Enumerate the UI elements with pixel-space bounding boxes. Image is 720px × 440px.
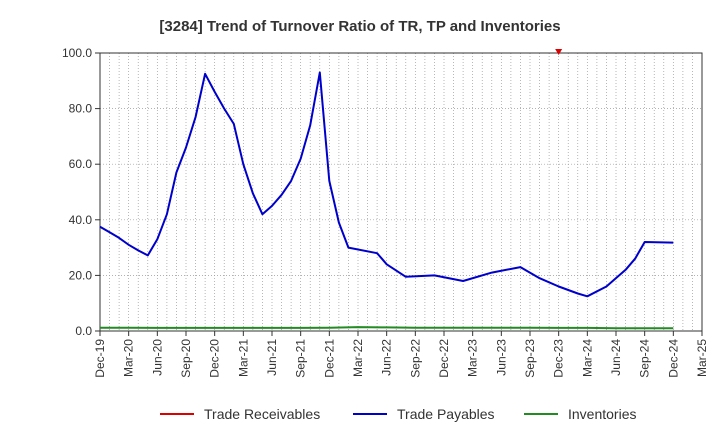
- x-tick-label: Mar-23: [466, 339, 480, 377]
- x-tick-label: Sep-21: [294, 339, 308, 378]
- x-axis: Dec-19 Mar-20 Jun-20 Sep-20 Dec-20 Mar-21 Jun-…: [93, 331, 709, 378]
- y-tick-label: 100.0: [62, 46, 92, 60]
- x-tick-label: Jun-24: [609, 339, 623, 376]
- legend-label-trade-payables: Trade Payables: [397, 406, 495, 422]
- grid: [100, 53, 702, 331]
- y-tick-label: 80.0: [69, 102, 93, 116]
- x-tick-label: Jun-21: [265, 339, 279, 376]
- legend-label-trade-receivables: Trade Receivables: [204, 406, 320, 422]
- x-tick-label: Sep-22: [408, 339, 422, 378]
- x-tick-label: Jun-23: [494, 339, 508, 376]
- x-tick-label: Sep-20: [179, 339, 193, 378]
- x-tick-label: Mar-21: [236, 339, 250, 377]
- x-tick-label: Mar-20: [122, 339, 136, 377]
- x-tick-label: Mar-25: [695, 339, 709, 377]
- y-tick-label: 60.0: [69, 157, 93, 171]
- chart-title: [3284] Trend of Turnover Ratio of TR, TP…: [159, 18, 560, 35]
- x-tick-label: Dec-21: [322, 339, 336, 378]
- plot-area: [99, 52, 703, 332]
- legend-item-trade-payables: Trade Payables: [353, 406, 495, 422]
- x-tick-label: Dec-19: [93, 339, 107, 378]
- x-tick-label: Dec-23: [552, 339, 566, 378]
- series-trade-receivables-marker: [555, 49, 563, 55]
- x-tick-label: Dec-22: [437, 339, 451, 378]
- x-tick-label: Sep-24: [638, 339, 652, 378]
- x-tick-label: Dec-24: [666, 339, 680, 378]
- y-tick-label: 20.0: [69, 268, 93, 282]
- series-inventories-line: [100, 326, 674, 330]
- legend: Trade Receivables Trade Payables Inventori…: [160, 406, 636, 422]
- x-tick-label: Mar-24: [580, 339, 594, 377]
- series-trade-payables-line: [99, 71, 674, 298]
- x-tick-label: Mar-22: [351, 339, 365, 377]
- x-tick-label: Dec-20: [208, 339, 222, 378]
- y-tick-label: 40.0: [69, 213, 93, 227]
- y-axis: 0.0 20.0 40.0 60.0 80.0 100.0: [62, 46, 100, 338]
- x-tick-label: Jun-20: [150, 339, 164, 376]
- x-tick-label: Jun-22: [380, 339, 394, 376]
- legend-item-trade-receivables: Trade Receivables: [160, 406, 320, 422]
- x-tick-label: Sep-23: [523, 339, 537, 378]
- legend-label-inventories: Inventories: [568, 406, 636, 422]
- y-tick-label: 0.0: [75, 324, 92, 338]
- series-layer: [99, 49, 674, 330]
- legend-item-inventories: Inventories: [524, 406, 636, 422]
